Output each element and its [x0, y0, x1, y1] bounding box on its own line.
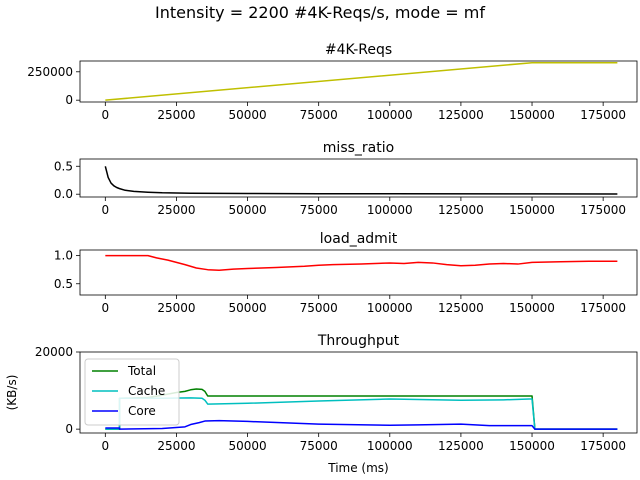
y-tick-label: 250000	[27, 65, 73, 79]
series-line-miss-ratio	[104, 166, 618, 195]
x-tick-label: 25000	[157, 439, 195, 453]
x-tick-label: 125000	[438, 203, 484, 217]
x-tick-label: 175000	[580, 108, 626, 122]
axes-frame	[79, 158, 638, 198]
figure-title: Intensity = 2200 #4K-Reqs/s, mode = mf	[155, 3, 485, 22]
x-tick-label: 75000	[300, 301, 338, 315]
x-tick-label: 75000	[300, 203, 338, 217]
y-tick-label: 0.0	[54, 187, 73, 201]
x-tick-label: 150000	[509, 439, 555, 453]
x-tick-label: 75000	[300, 439, 338, 453]
x-tick-label: 175000	[580, 439, 626, 453]
y-tick-label: 0.5	[54, 159, 73, 173]
x-tick-label: 100000	[367, 108, 413, 122]
x-tick-label: 125000	[438, 439, 484, 453]
x-tick-label: 50000	[228, 108, 266, 122]
series-line-core	[105, 419, 618, 430]
legend-label-total: Total	[127, 364, 156, 378]
subplot-title: load_admit	[320, 231, 398, 247]
x-tick-label: 25000	[157, 301, 195, 315]
subplot-2: miss_ratio 0 25000 50000 75000 100000 125000 15…	[54, 140, 638, 217]
x-tick-label: 100000	[367, 439, 413, 453]
x-tick-label: 25000	[157, 108, 195, 122]
y-tick-label: 0	[65, 422, 73, 436]
x-tick-label: 150000	[509, 203, 555, 217]
legend-box	[84, 358, 180, 426]
subplot-title: Throughput	[317, 333, 400, 349]
subplot-title: #4K-Reqs	[325, 42, 392, 58]
legend-label-core: Core	[128, 404, 156, 418]
y-tick-label: 1.0	[54, 249, 73, 263]
x-tick-label: 50000	[228, 439, 266, 453]
x-tick-label: 25000	[157, 203, 195, 217]
legend: Total Cache Core	[84, 358, 180, 426]
legend-label-cache: Cache	[128, 384, 165, 398]
subplot-1: #4K-Reqs 0 25000 50000 75000 100000 125000 1500…	[27, 42, 638, 122]
axes-frame	[79, 60, 638, 103]
x-tick-label: 100000	[367, 203, 413, 217]
x-tick-label: 175000	[580, 301, 626, 315]
axes-frame	[79, 249, 638, 296]
x-tick-label: 75000	[300, 108, 338, 122]
series-line-load-admit	[105, 254, 618, 271]
x-tick-label: 125000	[438, 301, 484, 315]
x-tick-label: 150000	[509, 301, 555, 315]
x-axis-label: Time (ms)	[327, 461, 389, 475]
subplot-3: load_admit 0 25000 50000 75000 100000 125000 15…	[54, 231, 638, 315]
x-tick-label: 125000	[438, 108, 484, 122]
x-tick-label: 175000	[580, 203, 626, 217]
y-tick-label: 0	[65, 93, 73, 107]
series-line--4k-reqs	[105, 61, 618, 101]
axes-frame	[79, 351, 638, 434]
x-tick-label: 0	[101, 108, 109, 122]
x-tick-label: 0	[101, 203, 109, 217]
x-tick-label: 150000	[509, 108, 555, 122]
x-tick-label: 50000	[228, 203, 266, 217]
subplot-title: miss_ratio	[323, 140, 394, 156]
x-tick-label: 0	[101, 439, 109, 453]
y-axis-label: (KB/s)	[5, 375, 19, 411]
x-tick-label: 50000	[228, 301, 266, 315]
chart-panels: #4K-Reqs 0 25000 50000 75000 100000 125000 1500…	[5, 42, 638, 475]
x-tick-label: 0	[101, 301, 109, 315]
y-tick-label: 0.5	[54, 277, 73, 291]
subplot-4: Throughput 0 25000 50000 75000 100000 125000 15…	[5, 333, 638, 475]
y-tick-label: 20000	[35, 345, 73, 359]
x-tick-label: 100000	[367, 301, 413, 315]
